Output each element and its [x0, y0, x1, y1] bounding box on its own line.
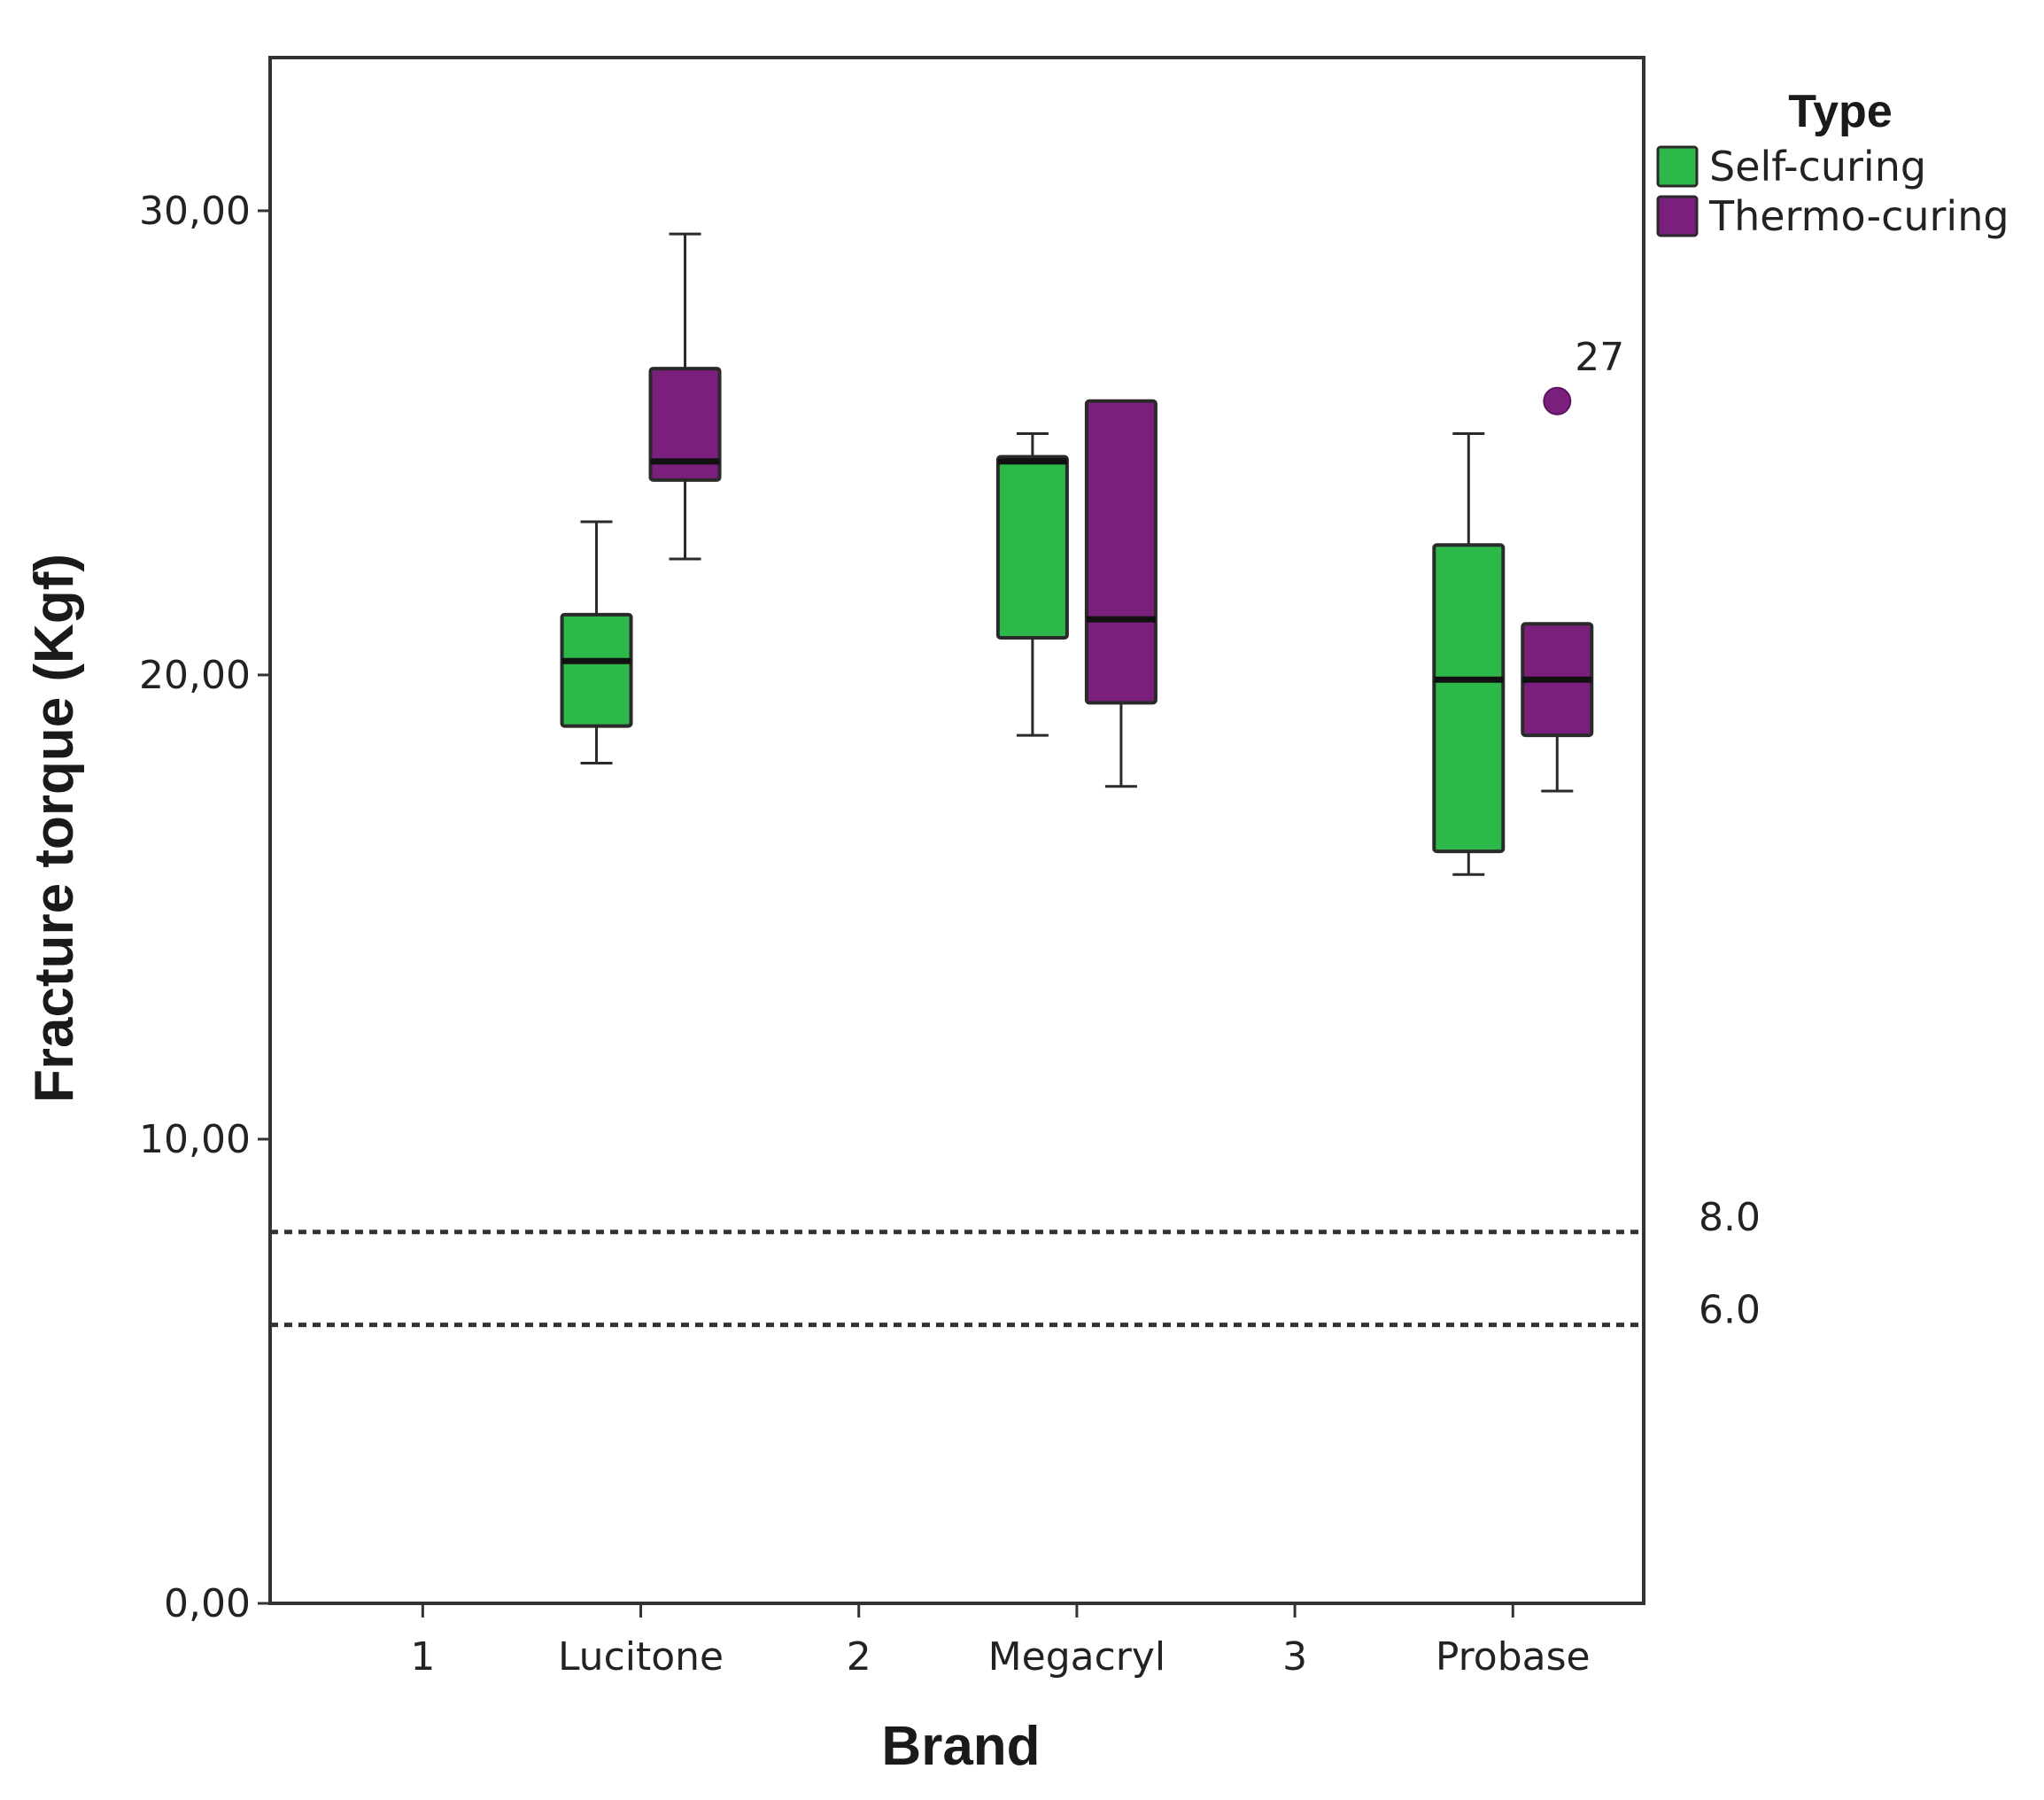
outlier-label-0: 27 [1575, 335, 1624, 380]
reference-lines: 8.0 6.0 [270, 1195, 1761, 1333]
box-megacryl-self-curing [995, 431, 1069, 737]
box-probase-thermo-curing [1521, 622, 1594, 793]
y-axis-title: Fracture torque (Kgf) [24, 554, 85, 1103]
reference-label-0: 8.0 [1699, 1195, 1761, 1240]
x-tick-label-4: 3 [1282, 1634, 1307, 1680]
legend-label-1: Thermo-curing [1708, 192, 2009, 240]
x-axis-title: Brand [881, 1716, 1040, 1777]
y-axis: 0,00 10,00 20,00 30,00 [139, 189, 270, 1626]
x-tick-label-5: Probase [1436, 1634, 1591, 1680]
box-megacryl-thermo-curing [1084, 399, 1157, 788]
x-tick-label-1: Lucitone [558, 1634, 724, 1680]
box-iqr [648, 367, 722, 482]
box-lucitone-self-curing [560, 520, 633, 765]
box-probase-self-curing [1432, 431, 1506, 876]
x-tick-label-2: 2 [847, 1634, 871, 1680]
x-tick-label-0: 1 [410, 1634, 435, 1680]
box-iqr [995, 454, 1069, 640]
y-tick-label-1: 10,00 [139, 1117, 251, 1162]
legend-label-0: Self-curing [1709, 143, 1926, 190]
box-iqr [1084, 399, 1157, 705]
x-axis: 1 Lucitone 2 Megacryl 3 Probase [410, 1603, 1591, 1680]
y-tick-label-0: 0,00 [164, 1581, 251, 1626]
reference-label-1: 6.0 [1699, 1288, 1761, 1333]
box-lucitone-thermo-curing [648, 232, 722, 561]
outlier-point-0 [1543, 386, 1572, 415]
plot-frame [268, 56, 1645, 1605]
legend-swatch-0 [1656, 145, 1699, 188]
box-iqr [560, 612, 633, 728]
y-tick-label-3: 30,00 [139, 189, 251, 234]
y-tick-label-2: 20,00 [139, 653, 251, 698]
outliers: 27 [1543, 335, 1624, 415]
boxes [560, 232, 1594, 876]
legend-title: Type [1788, 86, 1893, 137]
box-iqr [1432, 543, 1506, 854]
legend-swatch-1 [1656, 195, 1699, 237]
x-tick-label-3: Megacryl [988, 1634, 1165, 1680]
